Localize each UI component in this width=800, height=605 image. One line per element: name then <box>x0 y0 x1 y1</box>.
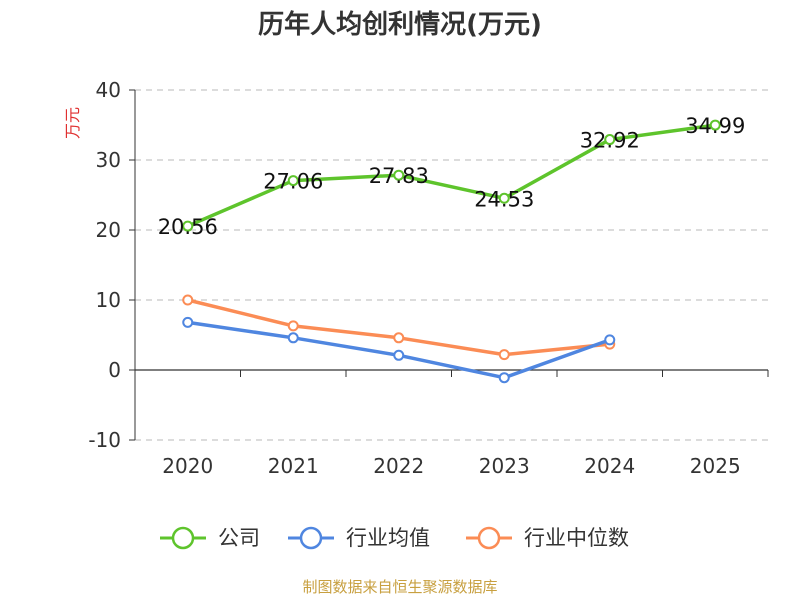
data-labels: 20.56 27.06 27.83 24.53 32.92 34.99 <box>158 114 746 239</box>
series-lines <box>182 119 721 384</box>
data-label: 27.83 <box>369 164 429 188</box>
x-tick-label: 2023 <box>479 454 530 478</box>
data-point <box>287 175 299 187</box>
legend-label: 行业均值 <box>346 526 430 550</box>
x-tick-label: 2022 <box>373 454 424 478</box>
y-tick-label: -10 <box>88 428 121 452</box>
legend-marker <box>477 526 501 550</box>
y-tick-label: 30 <box>96 148 121 172</box>
chart-title: 历年人均创利情况(万元) <box>258 9 542 40</box>
legend-marker <box>299 526 323 550</box>
data-point <box>287 332 299 344</box>
data-point <box>498 192 510 204</box>
data-point <box>182 316 194 328</box>
legend-item: 公司 <box>160 526 260 550</box>
x-tick-label: 2024 <box>584 454 635 478</box>
series-line-2 <box>186 298 612 357</box>
data-label: 20.56 <box>158 215 218 239</box>
gridlines <box>135 89 768 441</box>
data-label: 27.06 <box>263 170 323 194</box>
legend-marker <box>171 526 195 550</box>
series-line-0 <box>186 123 717 228</box>
x-tick-label: 2021 <box>268 454 319 478</box>
data-point <box>604 334 616 346</box>
y-axis-label: 万元 <box>63 107 82 139</box>
y-tick-label: 20 <box>96 218 121 242</box>
axes: -10 0 10 20 30 40 2020 2021 2022 2023 2024 2025 <box>88 78 769 478</box>
data-point <box>393 169 405 181</box>
x-tick-label: 2025 <box>690 454 741 478</box>
data-point <box>498 349 510 361</box>
y-tick-label: 0 <box>108 358 121 382</box>
data-label: 24.53 <box>474 187 534 211</box>
data-point <box>287 320 299 332</box>
legend: 公司 行业均值 行业中位数 <box>160 526 629 550</box>
legend-item: 行业均值 <box>288 526 430 550</box>
legend-label: 行业中位数 <box>524 526 629 550</box>
data-label: 34.99 <box>685 114 745 138</box>
data-point <box>604 134 616 146</box>
x-tick-label: 2020 <box>162 454 213 478</box>
y-tick-label: 10 <box>96 288 121 312</box>
data-point <box>498 372 510 384</box>
data-label: 32.92 <box>580 129 640 153</box>
data-point <box>709 119 721 131</box>
data-point <box>393 332 405 344</box>
legend-label: 公司 <box>218 526 260 550</box>
data-point <box>182 220 194 232</box>
data-point <box>393 349 405 361</box>
source-note: 制图数据来自恒生聚源数据库 <box>302 578 497 596</box>
data-point <box>182 294 194 306</box>
legend-item: 行业中位数 <box>466 526 629 550</box>
y-tick-label: 40 <box>96 78 121 102</box>
